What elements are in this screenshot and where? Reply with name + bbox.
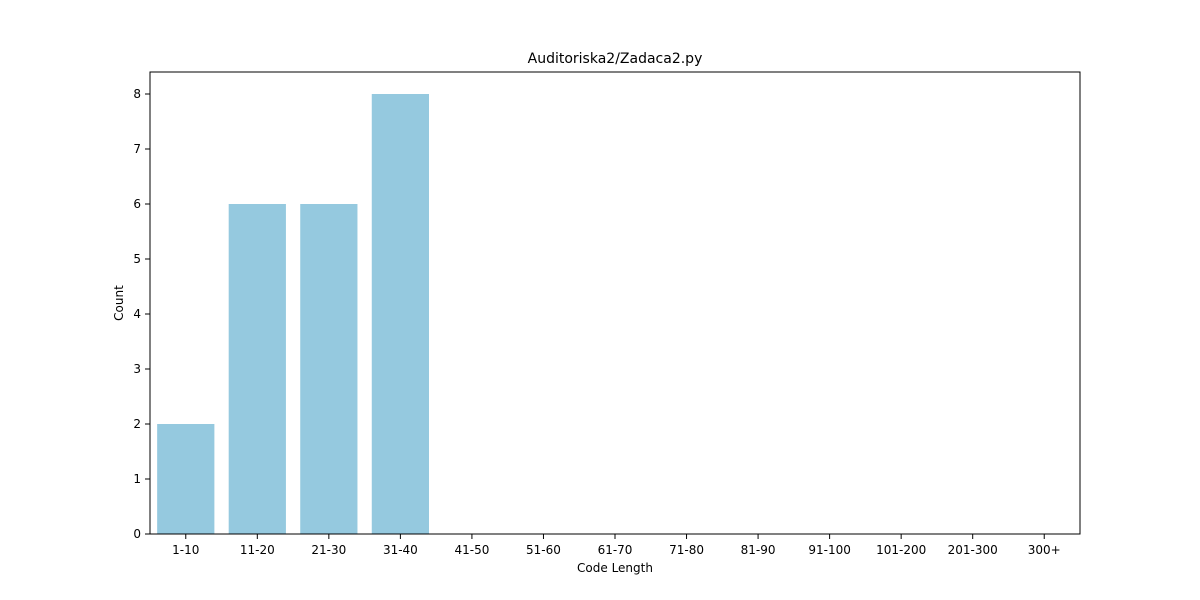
- y-tick-label: 6: [133, 197, 141, 211]
- x-tick-label: 300+: [1028, 543, 1061, 557]
- y-tick-label: 7: [133, 142, 141, 156]
- y-tick-label: 8: [133, 87, 141, 101]
- x-tick-label: 81-90: [741, 543, 776, 557]
- bars-group: [157, 94, 429, 534]
- y-axis: 0 1 2 3 4 5 6 7 8: [133, 87, 150, 541]
- x-tick-label: 201-300: [948, 543, 998, 557]
- x-tick-label: 101-200: [876, 543, 926, 557]
- x-tick-label: 71-80: [669, 543, 704, 557]
- y-tick-label: 0: [133, 527, 141, 541]
- x-tick-label: 51-60: [526, 543, 561, 557]
- y-axis-label: Count: [112, 285, 126, 321]
- x-tick-label: 41-50: [454, 543, 489, 557]
- x-tick-label: 1-10: [172, 543, 199, 557]
- x-tick-label: 31-40: [383, 543, 418, 557]
- plot-frame: [149, 71, 1081, 535]
- x-tick-label: 11-20: [240, 543, 275, 557]
- chart-title: Auditoriska2/Zadaca2.py: [528, 51, 703, 67]
- x-axis: 1-10 11-20 21-30 31-40 41-50 51-60 61-70 71-80 8…: [172, 534, 1061, 557]
- x-tick-label: 91-100: [808, 543, 851, 557]
- x-tick-label: 61-70: [598, 543, 633, 557]
- bar-31-40: [371, 94, 429, 534]
- y-tick-label: 4: [133, 307, 141, 321]
- y-tick-label: 3: [133, 362, 141, 376]
- bar-1-10: [157, 424, 215, 534]
- x-axis-label: Code Length: [577, 561, 653, 575]
- y-tick-label: 1: [133, 472, 141, 486]
- bar-11-20: [228, 204, 286, 534]
- bar-21-30: [300, 204, 358, 534]
- x-tick-label: 21-30: [311, 543, 346, 557]
- y-tick-label: 2: [133, 417, 141, 431]
- y-tick-label: 5: [133, 252, 141, 266]
